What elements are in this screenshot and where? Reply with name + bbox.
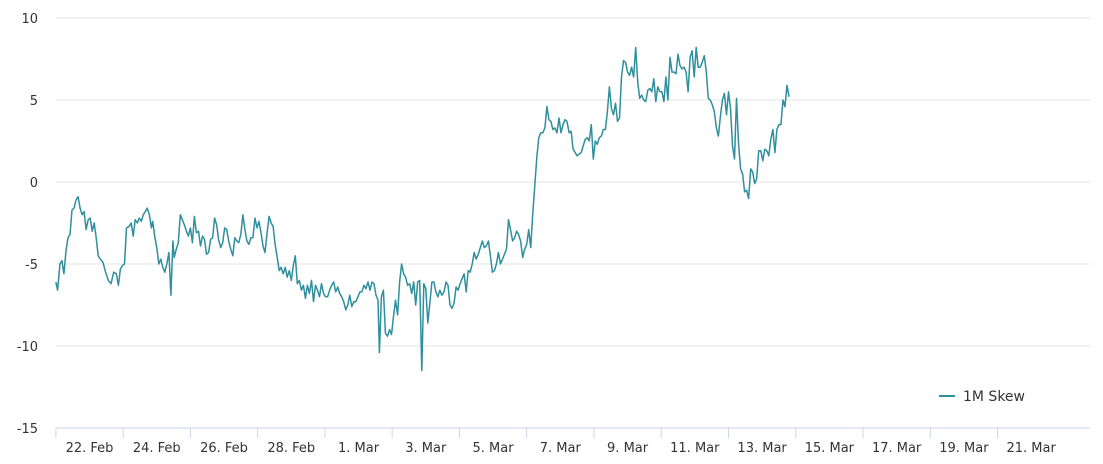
y-axis-labels: 10 5 0 -5 -10 -15: [17, 12, 38, 437]
x-axis: 22. Feb 24. Feb 26. Feb 28. Feb 1. Mar 3. Mar…: [55, 427, 1090, 456]
x-tick-label: 9. Mar: [607, 441, 649, 456]
y-gridlines: [56, 17, 1090, 347]
y-tick-label: -10: [17, 340, 38, 355]
y-tick-label: 10: [21, 12, 38, 27]
y-tick-label: 0: [30, 176, 38, 191]
x-tick-label: 13. Mar: [737, 441, 787, 456]
x-tick-label: 7. Mar: [540, 441, 582, 456]
x-tick-label: 22. Feb: [66, 441, 114, 456]
x-tick-label: 28. Feb: [267, 441, 315, 456]
x-tick-label: 1. Mar: [338, 441, 380, 456]
x-tick-label: 21. Mar: [1006, 441, 1056, 456]
legend[interactable]: 1M Skew: [939, 389, 1025, 405]
y-tick-label: -5: [25, 258, 38, 273]
series-line[interactable]: [55, 46, 790, 372]
y-tick-label: -15: [17, 422, 38, 437]
x-tick-label: 24. Feb: [133, 441, 181, 456]
x-tick-label: 15. Mar: [805, 441, 855, 456]
y-tick-label: 5: [30, 94, 38, 109]
x-tick-label: 19. Mar: [939, 441, 989, 456]
series-1m-skew[interactable]: [55, 46, 790, 372]
x-tick-label: 5. Mar: [473, 441, 515, 456]
x-tick-label: 3. Mar: [405, 441, 447, 456]
legend-label-1m-skew[interactable]: 1M Skew: [963, 389, 1025, 405]
x-tick-label: 26. Feb: [200, 441, 248, 456]
x-tick-label: 17. Mar: [872, 441, 922, 456]
x-tick-label: 11. Mar: [670, 441, 720, 456]
